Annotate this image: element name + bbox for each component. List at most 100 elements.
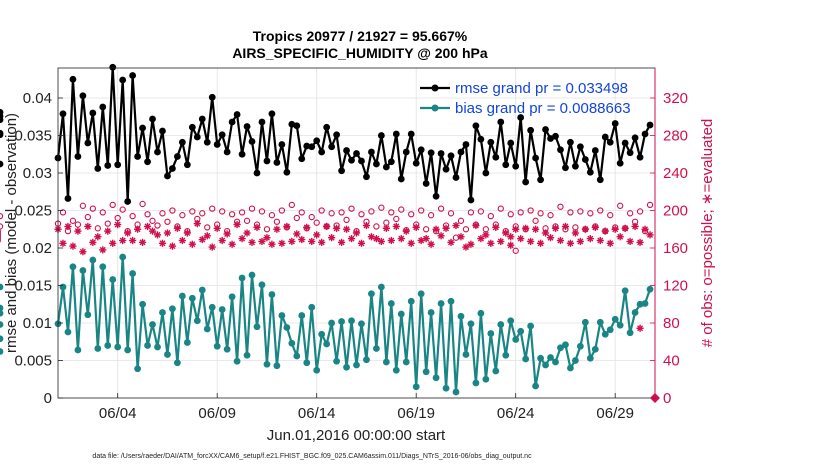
bias-point xyxy=(154,343,161,351)
bias-point xyxy=(164,351,171,358)
obs-evaluated-marker xyxy=(288,237,296,246)
obs-possible-marker xyxy=(159,210,166,217)
obs-evaluated-stroke xyxy=(94,233,101,240)
obs-evaluated-stroke xyxy=(214,225,221,232)
obs-possible-marker xyxy=(388,209,395,216)
obs-possible-marker xyxy=(532,217,539,224)
rmse-point xyxy=(278,141,286,148)
obs-evaluated-marker xyxy=(646,231,654,239)
rmse-point xyxy=(273,159,281,166)
obs-possible-marker xyxy=(477,208,485,215)
bias-point xyxy=(114,343,122,351)
bias-point xyxy=(527,322,535,330)
rmse-point xyxy=(89,109,97,117)
rmse-point xyxy=(457,148,465,156)
obs-evaluated-stroke xyxy=(99,246,106,253)
obs-evaluated-stroke xyxy=(647,231,654,238)
obs-evaluated-stroke xyxy=(293,230,300,237)
bias-point xyxy=(0,335,4,343)
obs-evaluated-stroke xyxy=(234,221,241,228)
rmse-point xyxy=(178,138,186,146)
rmse-point xyxy=(114,161,122,169)
rmse-point xyxy=(124,198,132,205)
obs-evaluated-marker xyxy=(407,239,415,247)
bias-point xyxy=(596,318,604,326)
obs-evaluated-stroke xyxy=(602,228,609,235)
obs-evaluated-marker xyxy=(278,239,286,247)
obs-evaluated-stroke xyxy=(477,235,484,242)
obs-evaluated-stroke xyxy=(472,222,479,229)
rmse-point xyxy=(542,126,549,133)
rmse-point xyxy=(298,155,306,163)
obs-possible-marker xyxy=(487,212,494,220)
bias-point xyxy=(0,309,4,317)
obs-evaluated-marker xyxy=(168,242,177,250)
obs-evaluated-marker xyxy=(138,238,147,246)
obs-evaluated-stroke xyxy=(89,239,96,246)
bias-point xyxy=(532,382,539,390)
rmse-point xyxy=(601,133,609,141)
left-axis: 0 0.005 0.01 0.015 0.02 0.025 0.03 0.035 0.04 xyxy=(14,90,63,407)
y-right-tick-label: 40 xyxy=(663,353,680,370)
obs-evaluated-stroke xyxy=(562,223,569,230)
bias-point xyxy=(462,351,470,358)
obs-evaluated-marker xyxy=(124,229,132,237)
obs-evaluated-marker xyxy=(382,224,390,232)
rmse-point xyxy=(213,141,221,148)
y-left-tick-label: 0.015 xyxy=(14,278,52,295)
rmse-point xyxy=(183,161,191,169)
rmse-point xyxy=(134,153,142,160)
bias-point xyxy=(562,341,569,349)
obs-possible-marker xyxy=(179,212,186,219)
obs-evaluated-marker xyxy=(636,324,644,332)
bias-point xyxy=(363,356,370,364)
obs-possible-marker xyxy=(189,208,196,215)
bias-point xyxy=(621,287,629,295)
obs-possible-marker xyxy=(99,209,106,216)
obs-possible-marker xyxy=(74,221,82,228)
obs-possible-marker xyxy=(636,208,644,215)
rmse-point xyxy=(308,143,316,151)
obs-evaluated-stroke xyxy=(522,225,529,232)
rmse-point xyxy=(596,176,604,184)
bias-point xyxy=(377,283,385,291)
obs-evaluated-stroke xyxy=(547,234,554,241)
obs-possible-marker xyxy=(144,211,151,218)
obs-evaluated-stroke xyxy=(433,226,440,233)
obs-evaluated-stroke xyxy=(577,238,584,245)
obs-possible-marker xyxy=(263,226,271,233)
obs-evaluated-marker xyxy=(248,238,256,246)
obs-evaluated-stroke xyxy=(318,239,325,246)
rmse-point xyxy=(104,162,112,169)
bias-point xyxy=(601,330,609,338)
obs-evaluated-marker xyxy=(487,239,495,247)
y-left-tick-label: 0.035 xyxy=(14,128,52,145)
obs-evaluated-marker xyxy=(432,225,440,233)
bias-point xyxy=(507,317,515,325)
bias-point xyxy=(0,304,4,312)
obs-evaluated-marker xyxy=(333,224,341,232)
rmse-point xyxy=(238,150,246,158)
obs-evaluated-marker xyxy=(69,242,77,250)
bias-point xyxy=(477,309,485,317)
obs-evaluated-stroke xyxy=(627,238,634,245)
rmse-point xyxy=(283,168,291,176)
obs-evaluated-stroke xyxy=(592,224,599,231)
rmse-point xyxy=(621,139,629,147)
obs-evaluated-marker xyxy=(611,225,619,233)
rmse-point xyxy=(94,165,102,172)
obs-possible-marker xyxy=(79,202,87,209)
obs-evaluated-stroke xyxy=(199,236,206,243)
obs-evaluated-marker xyxy=(313,231,321,239)
bias-point xyxy=(542,361,549,369)
obs-possible-marker xyxy=(164,218,171,225)
rmse-point xyxy=(576,143,584,151)
rmse-point xyxy=(562,164,569,172)
obs-evaluated-marker xyxy=(412,223,420,231)
bias-point xyxy=(467,320,475,328)
bias-point xyxy=(303,359,311,367)
obs-possible-marker xyxy=(646,201,654,209)
obs-evaluated-marker xyxy=(347,235,356,243)
bias-point xyxy=(442,384,450,392)
